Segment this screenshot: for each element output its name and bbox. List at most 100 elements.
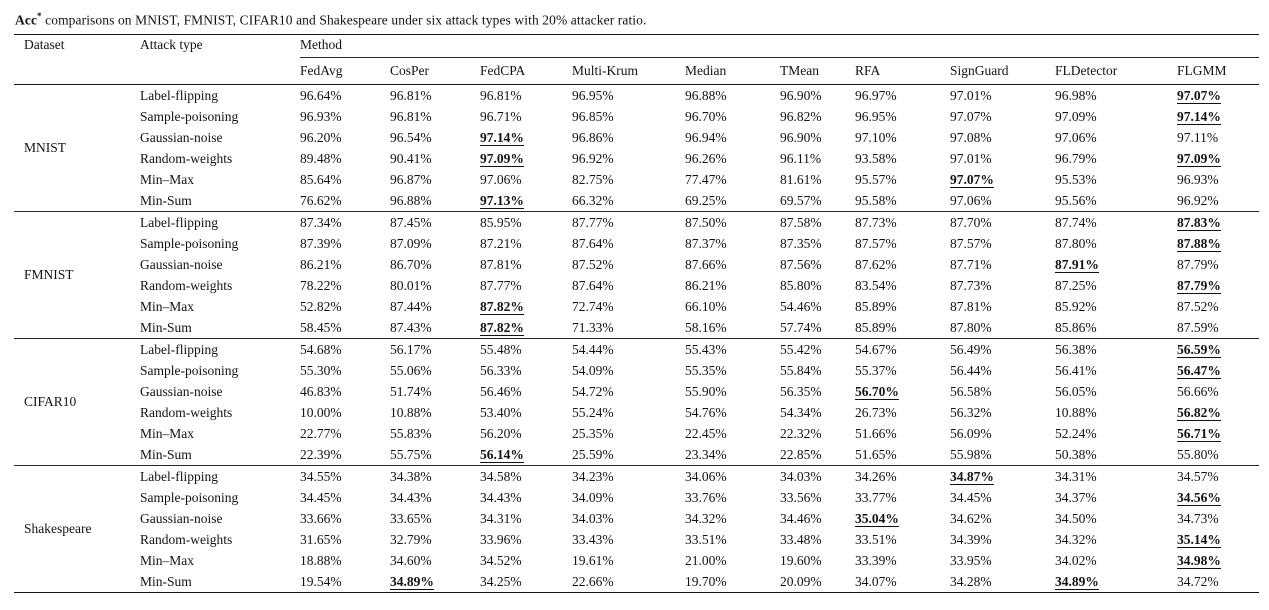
value-cell: 96.81% — [390, 106, 480, 127]
column-header-median: Median — [685, 63, 727, 78]
accuracy-value: 96.81% — [390, 108, 432, 124]
accuracy-value: 55.90% — [685, 383, 727, 399]
accuracy-value: 54.09% — [572, 362, 614, 378]
value-cell: 34.45% — [950, 487, 1055, 508]
accuracy-value: 34.43% — [480, 489, 522, 505]
value-cell: 96.98% — [1055, 85, 1177, 107]
accuracy-value: 51.65% — [855, 446, 897, 462]
accuracy-value: 33.77% — [855, 489, 897, 505]
value-cell: 87.09% — [390, 233, 480, 254]
accuracy-value: 18.88% — [300, 552, 342, 568]
value-cell: 96.70% — [685, 106, 780, 127]
accuracy-value: 87.80% — [950, 319, 992, 335]
value-cell: 52.82% — [300, 296, 390, 317]
value-cell: 33.51% — [685, 529, 780, 550]
value-cell: 87.81% — [950, 296, 1055, 317]
value-cell: 10.88% — [1055, 402, 1177, 423]
value-cell: 87.58% — [780, 212, 855, 234]
value-cell: 33.77% — [855, 487, 950, 508]
value-cell: 97.10% — [855, 127, 950, 148]
accuracy-value: 33.51% — [685, 531, 727, 547]
accuracy-value: 56.14% — [480, 446, 524, 463]
value-cell: 96.20% — [300, 127, 390, 148]
accuracy-value: 97.14% — [1177, 108, 1221, 125]
value-cell: 56.33% — [480, 360, 572, 381]
accuracy-value: 56.66% — [1177, 383, 1219, 399]
accuracy-value: 96.90% — [780, 87, 822, 103]
value-cell: 22.85% — [780, 444, 855, 466]
accuracy-value: 85.95% — [480, 214, 522, 230]
value-cell: 66.10% — [685, 296, 780, 317]
attack-type-label: Label-flipping — [140, 87, 218, 103]
accuracy-value: 54.76% — [685, 404, 727, 420]
accuracy-value: 87.52% — [572, 256, 614, 272]
accuracy-value: 10.00% — [300, 404, 342, 420]
dataset-group-mnist: MNIST Label-flipping 96.64% 96.81% 96.81% 96.… — [14, 85, 1259, 212]
table-row: Sample-poisoning 34.45% 34.43% 34.43% 34.09%… — [14, 487, 1259, 508]
value-cell: 33.95% — [950, 550, 1055, 571]
accuracy-value: 96.88% — [390, 192, 432, 208]
value-cell: 80.01% — [390, 275, 480, 296]
value-cell: 87.34% — [300, 212, 390, 234]
value-cell: 34.07% — [855, 571, 950, 593]
accuracy-value: 56.09% — [950, 425, 992, 441]
column-header-fldetector: FLDetector — [1055, 63, 1118, 78]
accuracy-value: 55.06% — [390, 362, 432, 378]
value-cell: 96.92% — [572, 148, 685, 169]
value-cell: 34.25% — [480, 571, 572, 593]
value-cell: 83.54% — [855, 275, 950, 296]
accuracy-value: 56.38% — [1055, 341, 1097, 357]
attack-type-label: Min–Max — [140, 171, 194, 187]
value-cell: 34.98% — [1177, 550, 1259, 571]
value-cell: 34.09% — [572, 487, 685, 508]
attack-type-label: Min-Sum — [140, 319, 192, 335]
accuracy-value: 34.37% — [1055, 489, 1097, 505]
value-cell: 96.95% — [572, 85, 685, 107]
value-cell: 87.43% — [390, 317, 480, 339]
value-cell: 97.09% — [1055, 106, 1177, 127]
value-cell: 33.76% — [685, 487, 780, 508]
accuracy-value: 54.44% — [572, 341, 614, 357]
value-cell: 56.70% — [855, 381, 950, 402]
value-cell: 55.42% — [780, 339, 855, 361]
column-header-rfa: RFA — [855, 63, 881, 78]
accuracy-value: 97.07% — [950, 171, 994, 188]
table-row: Gaussian-noise 96.20% 96.54% 97.14% 96.86% 96… — [14, 127, 1259, 148]
accuracy-value: 97.01% — [950, 150, 992, 166]
accuracy-value: 56.82% — [1177, 404, 1221, 421]
value-cell: 55.48% — [480, 339, 572, 361]
accuracy-value: 20.09% — [780, 573, 822, 589]
accuracy-value: 46.83% — [300, 383, 342, 399]
accuracy-value: 96.26% — [685, 150, 727, 166]
value-cell: 87.73% — [950, 275, 1055, 296]
accuracy-value: 55.35% — [685, 362, 727, 378]
value-cell: 56.46% — [480, 381, 572, 402]
accuracy-value: 87.44% — [390, 298, 432, 314]
value-cell: 10.88% — [390, 402, 480, 423]
value-cell: 52.24% — [1055, 423, 1177, 444]
accuracy-value: 96.92% — [1177, 192, 1219, 208]
accuracy-value: 87.25% — [1055, 277, 1097, 293]
table-row: MNIST Label-flipping 96.64% 96.81% 96.81% 96.… — [14, 85, 1259, 155]
value-cell: 87.39% — [300, 233, 390, 254]
accuracy-value: 56.58% — [950, 383, 992, 399]
dataset-label: CIFAR10 — [24, 394, 77, 409]
accuracy-value: 34.43% — [390, 489, 432, 505]
accuracy-value: 55.24% — [572, 404, 614, 420]
value-cell: 56.09% — [950, 423, 1055, 444]
value-cell: 25.59% — [572, 444, 685, 466]
header-row-methods: FedAvg CosPer FedCPA Multi-Krum Median TMean R… — [14, 58, 1259, 85]
accuracy-value: 77.47% — [685, 171, 727, 187]
accuracy-value: 81.61% — [780, 171, 822, 187]
value-cell: 87.50% — [685, 212, 780, 234]
value-cell: 54.46% — [780, 296, 855, 317]
accuracy-value: 57.74% — [780, 319, 822, 335]
accuracy-value: 87.81% — [950, 298, 992, 314]
attack-type-label: Min–Max — [140, 552, 194, 568]
accuracy-value: 95.57% — [855, 171, 897, 187]
value-cell: 87.88% — [1177, 233, 1259, 254]
value-cell: 96.11% — [780, 148, 855, 169]
attack-type-label: Min–Max — [140, 298, 194, 314]
value-cell: 87.64% — [572, 233, 685, 254]
accuracy-value: 55.84% — [780, 362, 822, 378]
